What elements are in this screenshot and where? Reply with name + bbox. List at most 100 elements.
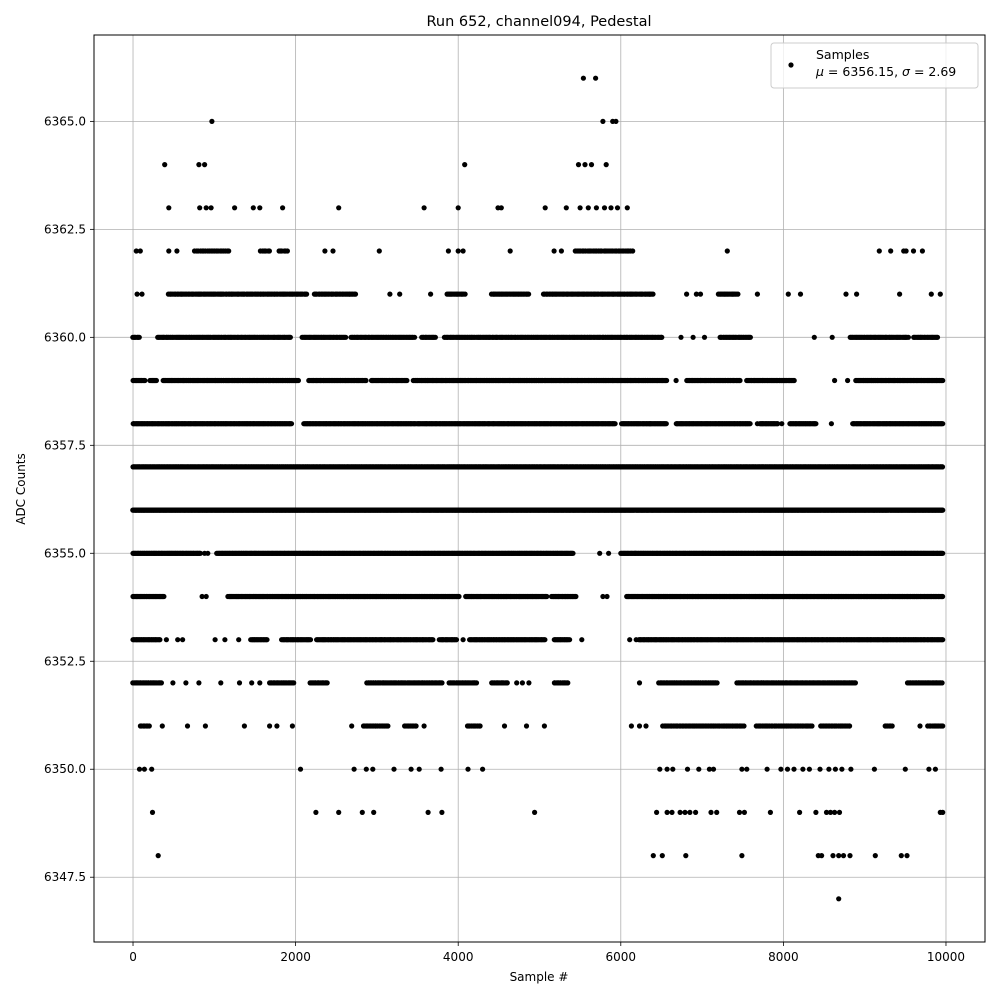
data-point (175, 637, 181, 643)
data-point (693, 291, 700, 297)
data-point (577, 205, 583, 211)
data-point (828, 421, 835, 427)
data-point (142, 377, 148, 384)
data-point (800, 766, 806, 772)
data-point (460, 248, 466, 254)
data-point (551, 248, 557, 254)
data-point (155, 853, 161, 859)
data-point (542, 205, 548, 211)
data-point (295, 377, 301, 384)
data-point (744, 766, 750, 772)
data-point (284, 248, 290, 254)
data-point (287, 334, 293, 340)
data-point (817, 766, 823, 772)
data-point (682, 809, 688, 816)
data-point (425, 809, 431, 816)
data-point (205, 550, 211, 556)
data-point (708, 809, 714, 816)
data-point (690, 334, 696, 340)
data-point (832, 766, 839, 772)
data-point (614, 205, 621, 211)
data-point (811, 334, 817, 340)
data-point (363, 766, 369, 772)
data-point (670, 766, 676, 772)
data-point (351, 766, 357, 772)
data-point (162, 162, 168, 168)
data-point (465, 766, 471, 772)
data-point (654, 809, 660, 816)
data-point (657, 766, 663, 772)
data-point (724, 248, 730, 254)
data-point (600, 118, 606, 124)
data-point (754, 291, 761, 297)
data-point (806, 766, 813, 772)
data-point (917, 723, 923, 729)
data-point (785, 291, 791, 297)
data-point (606, 550, 612, 556)
data-point (673, 377, 679, 384)
data-point (203, 593, 209, 600)
data-point (421, 205, 427, 211)
data-point (371, 809, 377, 816)
data-point (183, 680, 189, 686)
data-point (678, 334, 684, 340)
data-point (714, 809, 720, 816)
data-point (905, 334, 912, 340)
data-point (791, 766, 797, 772)
data-point (848, 766, 854, 772)
data-point (932, 766, 939, 772)
data-point (747, 334, 754, 340)
data-point (826, 766, 832, 772)
data-point (636, 680, 643, 686)
data-point (523, 723, 530, 729)
data-point (779, 421, 785, 427)
data-point (391, 766, 397, 772)
data-point (603, 162, 609, 168)
data-point (519, 680, 526, 686)
data-point (432, 334, 438, 340)
data-point (664, 766, 670, 772)
data-point (926, 766, 932, 772)
data-point (438, 766, 444, 772)
data-point (939, 464, 946, 470)
data-point (664, 377, 670, 384)
data-point (829, 334, 835, 340)
data-point (735, 291, 741, 297)
data-point (159, 723, 165, 729)
data-point (580, 75, 587, 81)
data-point (832, 809, 838, 816)
data-point (208, 205, 214, 211)
data-points (130, 75, 946, 902)
data-point (439, 809, 445, 816)
data-point (163, 637, 169, 643)
data-point (249, 680, 255, 686)
data-point (133, 248, 139, 254)
data-point (739, 766, 745, 772)
data-point (701, 334, 708, 340)
data-point (597, 550, 603, 556)
data-point (359, 809, 365, 816)
data-point (212, 637, 218, 643)
data-point (940, 809, 946, 816)
data-point (687, 809, 693, 816)
data-point (236, 637, 242, 643)
data-point (897, 291, 903, 297)
data-point (737, 377, 743, 384)
data-point (330, 248, 336, 254)
data-point (563, 205, 569, 211)
data-point (813, 421, 819, 427)
data-point (934, 334, 941, 340)
data-point (836, 853, 842, 859)
data-point (854, 291, 860, 297)
data-point (526, 680, 532, 686)
data-point (693, 809, 699, 816)
data-point (532, 809, 538, 816)
data-point (141, 766, 147, 772)
data-point (289, 723, 295, 729)
data-point (526, 291, 532, 297)
data-point (593, 75, 599, 81)
data-point (813, 809, 819, 816)
data-point (919, 248, 926, 254)
data-point (136, 766, 143, 772)
data-point (684, 766, 691, 772)
